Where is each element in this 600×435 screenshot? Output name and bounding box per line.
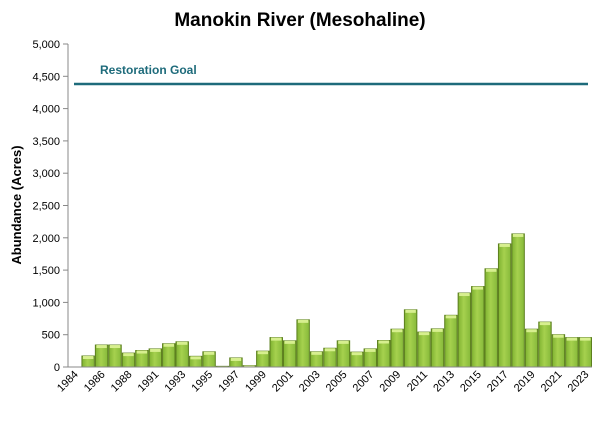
x-tick-label: 1991 (136, 369, 162, 395)
bars (81, 233, 592, 368)
bar-2001 (282, 340, 297, 368)
bar-highlight (176, 341, 188, 345)
bar-highlight (512, 233, 524, 237)
bar-2005 (336, 340, 351, 368)
bar-2020 (538, 321, 552, 368)
y-tick-label: 5,000 (32, 39, 60, 51)
x-tick-label: 2007 (351, 369, 377, 395)
x-tick-label: 2001 (270, 369, 296, 395)
x-tick-label: 1999 (243, 369, 269, 395)
bar-highlight (96, 345, 107, 349)
bar-2022 (565, 337, 579, 368)
bar-highlight (432, 328, 443, 332)
bar-2014 (457, 292, 472, 368)
bar-highlight (499, 243, 510, 247)
x-tick-label: 2005 (324, 369, 350, 395)
y-tick-label: 4,000 (32, 104, 60, 116)
bar-highlight (338, 340, 349, 344)
y-tick-label: 2,500 (32, 201, 60, 213)
bar-2023 (578, 337, 592, 368)
bar-highlight (284, 340, 295, 344)
bar-2008 (377, 340, 391, 368)
y-tick-label: 4,500 (32, 71, 60, 83)
bar-highlight (257, 351, 269, 355)
bar-highlight (244, 365, 255, 367)
bar-highlight (486, 268, 497, 272)
bar-2000 (269, 337, 283, 368)
bar-2019 (524, 328, 539, 368)
y-axis-label: Abundance (Acres) (9, 145, 24, 264)
x-tick-label: 2003 (297, 369, 323, 395)
x-tick-label: 2017 (485, 369, 511, 395)
bar-2009 (390, 328, 404, 368)
bar-highlight (230, 357, 242, 361)
x-tick-label: 2011 (405, 369, 430, 394)
bar-1986 (94, 344, 109, 368)
bar-highlight (150, 348, 161, 352)
restoration-goal-label: Restoration Goal (100, 63, 197, 77)
bar-highlight (203, 351, 215, 355)
bar-highlight (297, 319, 309, 323)
y-tick-label: 3,500 (32, 136, 60, 148)
bar-2002 (296, 319, 310, 368)
bar-1992 (162, 343, 176, 368)
x-tick-label: 2009 (378, 369, 404, 395)
x-tick-label: 2013 (431, 369, 457, 395)
bar-highlight (553, 334, 564, 338)
bar-highlight (311, 351, 322, 355)
bar-highlight (566, 337, 578, 341)
y-tick-label: 1,000 (32, 297, 60, 309)
bar-highlight (123, 353, 134, 357)
y-tick-label: 2,000 (32, 233, 60, 245)
x-tick-label: 1997 (216, 369, 242, 395)
x-tick-label: 2021 (539, 369, 565, 395)
bar-highlight (190, 356, 201, 360)
bar-2015 (471, 286, 485, 368)
bar-highlight (445, 315, 457, 319)
x-tick-label: 1995 (189, 369, 215, 395)
bar-highlight (351, 352, 363, 356)
bar-highlight (391, 329, 403, 333)
bar-highlight (378, 340, 389, 344)
y-axis: 0 500 1,000 1,500 2,000 2,500 3,000 3,500 4,000 4… (32, 39, 69, 374)
y-tick-label: 1,500 (32, 265, 60, 277)
bar-highlight (526, 329, 537, 333)
bar-highlight (136, 350, 148, 354)
bar-highlight (472, 286, 484, 290)
x-tick-label: 1988 (109, 369, 135, 395)
bar-highlight (365, 348, 376, 352)
bar-2013 (444, 314, 458, 368)
bar-highlight (418, 332, 430, 336)
x-tick-label: 1986 (82, 369, 108, 395)
chart-title: Manokin River (Mesohaline) (174, 10, 425, 31)
y-tick-label: 0 (54, 362, 60, 374)
x-tick-label: 1993 (163, 369, 189, 395)
bar-2010 (403, 309, 418, 368)
bar-highlight (580, 337, 591, 341)
x-tick-label: 2019 (512, 369, 538, 395)
bar-2017 (497, 243, 512, 368)
bar-highlight (539, 322, 551, 326)
x-axis: 1984 1986 1988 1991 1993 1995 1997 1999 2001 2003… (55, 366, 592, 395)
bar-highlight (163, 343, 174, 347)
bar-highlight (324, 348, 336, 352)
x-tick-label: 2023 (566, 369, 592, 395)
bar-highlight (271, 337, 282, 341)
bar-2016 (484, 268, 498, 368)
x-tick-label: 2015 (458, 369, 484, 395)
bar-highlight (82, 356, 94, 360)
bar-highlight (459, 293, 470, 297)
bar-2012 (430, 328, 445, 368)
bar-2018 (511, 233, 525, 368)
bar-highlight (405, 309, 416, 313)
bar-2011 (417, 331, 431, 368)
y-tick-label: 3,000 (32, 168, 60, 180)
bar-1993 (175, 341, 189, 368)
bar-highlight (109, 345, 121, 349)
bar-2021 (551, 334, 566, 368)
y-tick-label: 500 (42, 330, 60, 342)
bar-1987 (108, 344, 122, 368)
